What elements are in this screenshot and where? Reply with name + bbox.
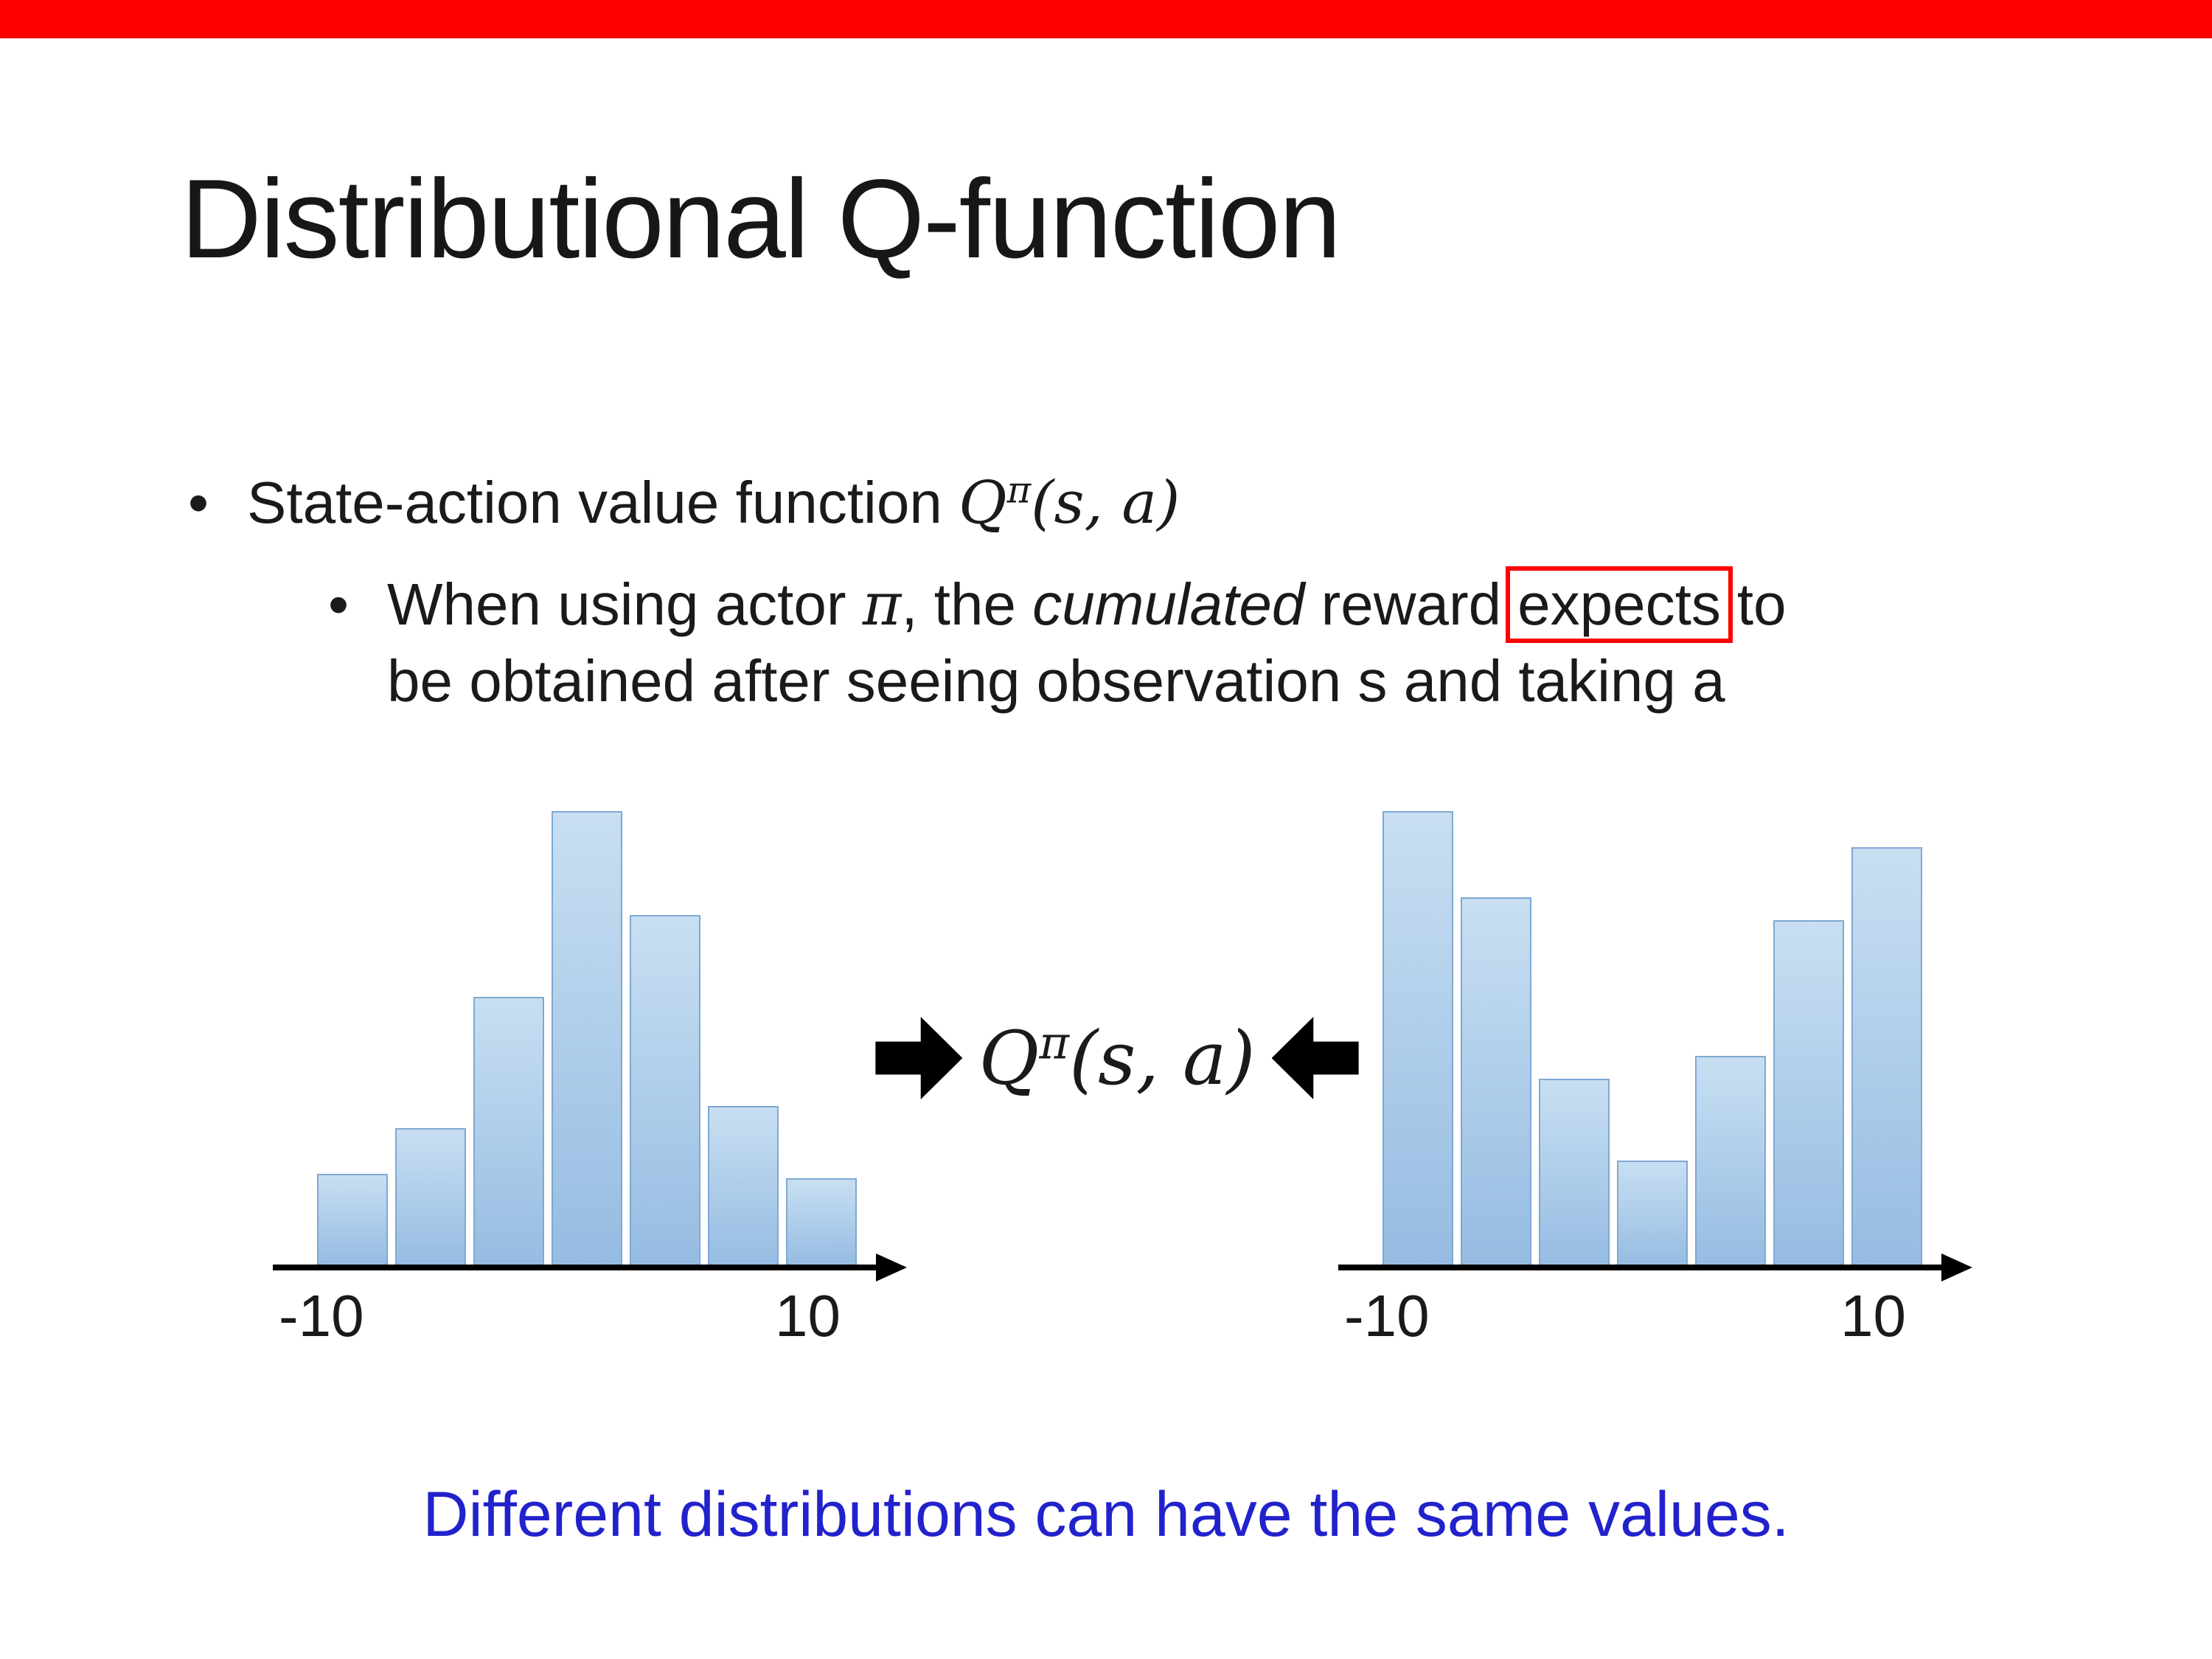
axis-label-min: -10 — [279, 1283, 364, 1349]
histogram-bar — [1695, 1056, 1766, 1265]
bullet2-part3: reward — [1304, 571, 1502, 637]
axis-label-min: -10 — [1344, 1283, 1430, 1349]
bullet-marker: • — [328, 571, 349, 637]
histogram-bar — [1851, 847, 1922, 1265]
bullet2-line2: be obtained after seeing observation s a… — [387, 648, 1725, 714]
histogram-bar — [1539, 1079, 1610, 1265]
math-args: (s, a) — [1031, 468, 1180, 537]
histogram-left: -10 10 — [273, 807, 922, 1350]
histogram-right: -10 10 — [1338, 807, 1987, 1350]
histogram-bar — [1461, 897, 1531, 1265]
histogram-bar — [395, 1128, 466, 1265]
histogram-left-bars — [273, 807, 922, 1265]
bullet-marker: • — [188, 470, 209, 535]
page-title: Distributional Q-function — [181, 156, 1341, 282]
q-pi-formula: Qπ(s, a) — [978, 1015, 1255, 1102]
x-axis-right-labels: -10 10 — [1338, 1282, 1987, 1350]
pi-symbol: π — [862, 570, 902, 639]
histogram-bar — [630, 915, 700, 1265]
cumulated-italic: cumulated — [1032, 571, 1305, 637]
histogram-bar — [1382, 811, 1453, 1265]
math-pi-sup: π — [1006, 468, 1032, 512]
math-q: Q — [959, 468, 1007, 537]
formula-q: Q — [978, 1015, 1040, 1102]
bullet2-part4: to — [1736, 571, 1787, 637]
caption-text: Different distributions can have the sam… — [422, 1479, 1790, 1550]
histogram-bar — [1617, 1161, 1688, 1265]
q-pi-math: Qπ(s, a) — [959, 468, 1180, 537]
expects-red-box: expects — [1506, 566, 1733, 643]
bullet1-content: State-action value function Qπ(s, a) — [247, 465, 1180, 541]
top-red-strip — [0, 0, 2212, 38]
formula-args: (s, a) — [1069, 1015, 1256, 1102]
x-axis-left-labels: -10 10 — [273, 1282, 922, 1350]
histogram-bar — [473, 997, 544, 1265]
bullet2-part2: , the — [901, 571, 1033, 637]
bullet-when-using-actor: • When using actor π, the cumulated rewa… — [328, 566, 2009, 720]
bullet2-part1: When using actor — [387, 571, 863, 637]
formula-pi-sup: π — [1039, 1015, 1070, 1070]
bullet1-text: State-action value function — [247, 470, 959, 535]
histogram-bar — [708, 1106, 779, 1265]
histogram-right-bars — [1338, 807, 1987, 1265]
bullet2-content: When using actor π, the cumulated reward… — [387, 566, 1787, 720]
axis-label-max: 10 — [775, 1283, 841, 1349]
histogram-bar — [1773, 920, 1844, 1265]
histogram-bar — [552, 811, 622, 1265]
bullet-state-action-value: • State-action value function Qπ(s, a) — [188, 465, 1180, 541]
x-axis-left — [273, 1253, 907, 1281]
x-axis-right — [1338, 1253, 1972, 1281]
axis-label-max: 10 — [1840, 1283, 1906, 1349]
arrow-right-icon — [875, 1017, 963, 1099]
histogram-bar — [786, 1178, 857, 1265]
formula-group: Qπ(s, a) — [859, 999, 1375, 1117]
histogram-bar — [317, 1174, 388, 1265]
